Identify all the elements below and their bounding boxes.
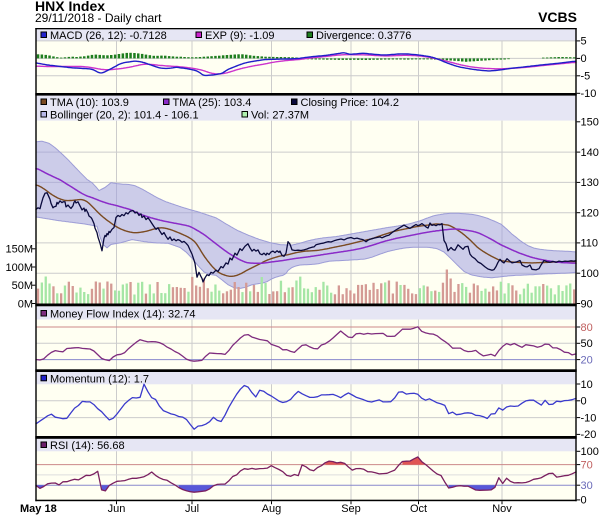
svg-text:MACD (26, 12): -0.7128: MACD (26, 12): -0.7128	[50, 30, 167, 42]
svg-text:Nov: Nov	[492, 503, 512, 515]
svg-text:Jun: Jun	[108, 503, 126, 515]
svg-text:Closing Price: 104.2: Closing Price: 104.2	[301, 97, 399, 109]
svg-text:TMA (25): 103.4: TMA (25): 103.4	[173, 97, 252, 109]
svg-text:Sep: Sep	[341, 503, 361, 515]
svg-text:HNX Index: HNX Index	[35, 0, 105, 14]
svg-text:130: 130	[581, 177, 599, 189]
svg-text:5: 5	[581, 36, 587, 48]
svg-text:Jul: Jul	[185, 503, 199, 515]
svg-text:70: 70	[581, 459, 593, 471]
svg-text:Money Flow Index (14): 32.74: Money Flow Index (14): 32.74	[50, 309, 196, 321]
svg-text:50: 50	[581, 338, 593, 350]
svg-text:Aug: Aug	[262, 503, 282, 515]
svg-text:29/11/2018 - Daily chart: 29/11/2018 - Daily chart	[35, 11, 162, 25]
svg-text:Oct: Oct	[410, 503, 427, 515]
svg-text:20: 20	[581, 354, 593, 366]
svg-text:140: 140	[581, 147, 599, 159]
svg-text:110: 110	[581, 238, 599, 250]
svg-text:Momentum (12): 1.7: Momentum (12): 1.7	[50, 373, 149, 385]
svg-text:-10: -10	[581, 88, 597, 100]
svg-text:30: 30	[581, 480, 593, 492]
svg-text:-20: -20	[581, 429, 597, 441]
svg-text:0: 0	[581, 495, 587, 507]
svg-text:0: 0	[581, 396, 587, 408]
svg-text:May 18: May 18	[20, 503, 57, 515]
svg-text:150: 150	[581, 117, 599, 129]
svg-text:-10: -10	[581, 412, 597, 424]
svg-text:TMA (10): 103.9: TMA (10): 103.9	[50, 97, 129, 109]
svg-text:100: 100	[581, 268, 599, 280]
svg-text:Bollinger (20, 2): 101.4 - 106: Bollinger (20, 2): 101.4 - 106.1	[50, 110, 199, 122]
svg-text:0: 0	[581, 53, 587, 65]
svg-text:120: 120	[581, 208, 599, 220]
svg-text:100: 100	[581, 446, 599, 458]
svg-text:100M: 100M	[5, 262, 33, 274]
svg-text:RSI (14): 56.68: RSI (14): 56.68	[50, 440, 125, 452]
svg-text:50M: 50M	[12, 280, 33, 292]
svg-text:0M: 0M	[18, 298, 33, 310]
svg-text:Vol: 27.37M: Vol: 27.37M	[251, 110, 309, 122]
svg-text:VCBS: VCBS	[538, 9, 577, 25]
svg-text:Divergence: 0.3776: Divergence: 0.3776	[316, 30, 411, 42]
svg-text:-5: -5	[581, 71, 591, 83]
svg-text:90: 90	[581, 298, 593, 310]
svg-text:10: 10	[581, 379, 593, 391]
svg-text:EXP (9): -1.09: EXP (9): -1.09	[205, 30, 275, 42]
svg-text:150M: 150M	[5, 244, 33, 256]
svg-text:80: 80	[581, 322, 593, 334]
